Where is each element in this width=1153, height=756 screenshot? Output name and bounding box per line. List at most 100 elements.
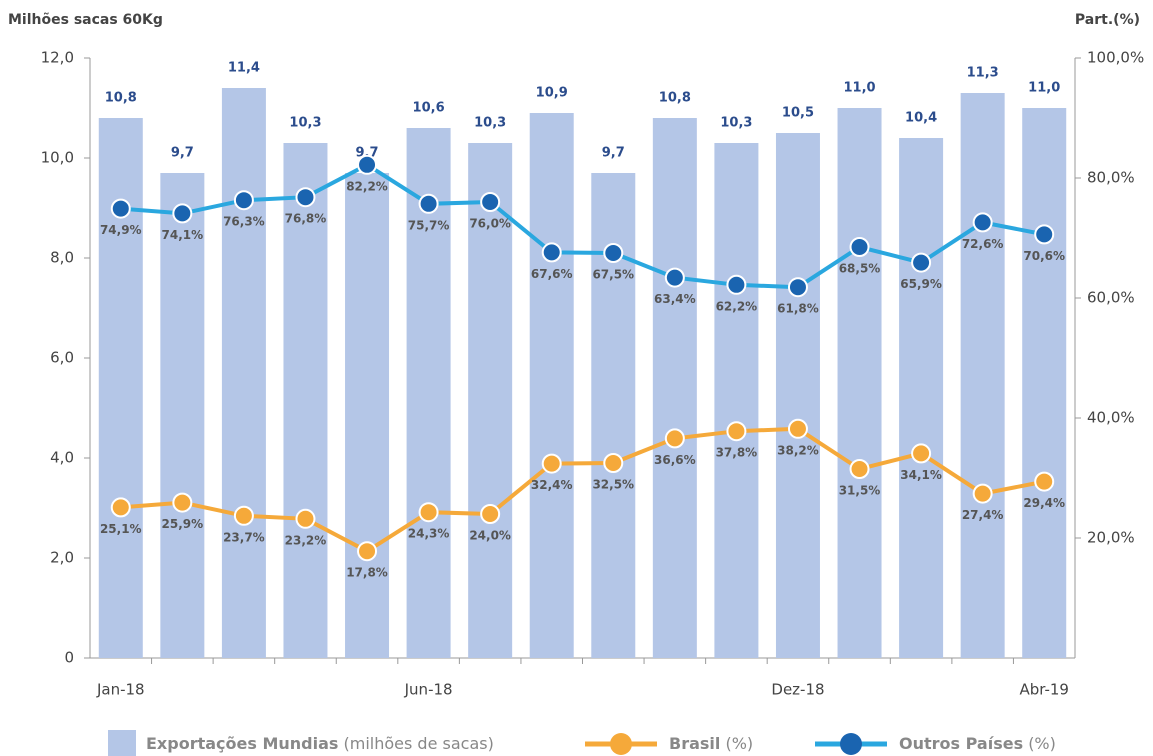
point-label: 74,1%	[162, 228, 204, 242]
marker	[172, 492, 193, 513]
y2-tick-label: 20,0%	[1087, 529, 1135, 547]
marker	[233, 190, 254, 211]
marker	[1034, 224, 1055, 245]
bar-label: 11,3	[967, 66, 999, 81]
bar-label: 10,3	[289, 116, 321, 131]
point-label: 31,5%	[839, 484, 881, 498]
bar-label: 10,6	[413, 101, 445, 116]
point-label: 74,9%	[100, 223, 142, 237]
bar	[714, 143, 759, 658]
legend-swatch	[108, 730, 136, 756]
y-tick-label: 10,0	[41, 149, 74, 167]
marker	[849, 459, 870, 479]
bar-label: 10,4	[905, 111, 937, 126]
marker	[541, 453, 562, 474]
point-label: 36,6%	[654, 453, 696, 467]
y2-tick-label: 80,0%	[1087, 169, 1135, 187]
marker	[603, 453, 624, 473]
bar	[1022, 108, 1067, 658]
point-label: 63,4%	[654, 292, 696, 306]
point-label: 70,6%	[1023, 249, 1065, 263]
bar-label: 10,8	[659, 91, 691, 106]
marker	[726, 421, 747, 442]
bar	[221, 88, 266, 658]
legend-label: Brasil (%)	[669, 734, 753, 753]
marker	[787, 418, 808, 439]
point-label: 72,6%	[962, 237, 1004, 251]
bar	[775, 133, 820, 658]
y2-tick-label: 40,0%	[1087, 409, 1135, 427]
y-tick-label: 0	[64, 649, 74, 667]
point-label: 61,8%	[777, 302, 819, 316]
point-label: 29,4%	[1023, 496, 1065, 510]
point-label: 23,2%	[285, 533, 327, 547]
marker	[110, 198, 131, 219]
point-label: 65,9%	[900, 277, 942, 291]
marker	[911, 443, 932, 464]
point-label: 75,7%	[408, 218, 450, 232]
bar	[160, 173, 205, 658]
marker	[664, 267, 685, 288]
y-axis-title: Milhões sacas 60Kg	[8, 12, 163, 28]
point-label: 67,5%	[592, 268, 634, 282]
point-label: 76,0%	[469, 217, 511, 231]
legend-name: Brasil	[669, 734, 720, 753]
point-label: 76,3%	[223, 215, 265, 229]
x-tick-label: Abr-19	[1019, 681, 1069, 699]
point-label: 25,9%	[162, 517, 204, 531]
y-tick-label: 8,0	[50, 249, 74, 267]
point-label: 67,6%	[531, 267, 573, 281]
point-label: 68,5%	[839, 262, 881, 276]
marker	[357, 541, 378, 562]
bar	[652, 118, 697, 658]
bar-label: 9,7	[171, 146, 194, 161]
legend-marker	[840, 733, 862, 755]
bar-label: 10,5	[782, 106, 814, 121]
marker	[1034, 471, 1055, 492]
point-label: 17,8%	[346, 566, 388, 580]
legend-marker	[610, 733, 632, 755]
marker	[972, 212, 993, 233]
point-label: 24,0%	[469, 529, 511, 543]
legend-label: Exportações Mundias (milhões de sacas)	[146, 734, 494, 753]
marker	[357, 154, 378, 175]
bar-label: 10,8	[105, 91, 137, 106]
y-tick-label: 12,0	[41, 49, 74, 67]
line	[120, 162, 1045, 290]
legend-note: (%)	[725, 734, 753, 753]
bar-label: 11,4	[228, 61, 260, 76]
marker	[418, 193, 439, 214]
legend-label: Outros Países (%)	[899, 734, 1056, 753]
point-label: 76,8%	[285, 212, 327, 226]
marker	[418, 502, 439, 523]
bar	[837, 108, 882, 658]
bar	[283, 143, 328, 658]
point-label: 32,5%	[592, 478, 634, 492]
legend-note: (milhões de sacas)	[344, 734, 494, 753]
marker	[480, 192, 501, 212]
bar	[899, 138, 944, 658]
marker	[295, 508, 316, 529]
legend-name: Outros Países	[899, 734, 1023, 753]
marker	[726, 274, 747, 295]
marker	[110, 497, 131, 518]
point-label: 25,1%	[100, 522, 142, 536]
marker	[603, 243, 624, 263]
point-label: 82,2%	[346, 179, 388, 193]
legend-name: Exportações Mundias	[146, 734, 338, 753]
marker	[295, 187, 316, 208]
bar	[345, 173, 390, 658]
x-tick-label: Jun-18	[404, 681, 453, 699]
point-label: 38,2%	[777, 443, 819, 457]
x-tick-label: Jan-18	[96, 681, 145, 699]
point-label: 23,7%	[223, 530, 265, 544]
point-label: 34,1%	[900, 468, 942, 482]
bar-label: 11,0	[843, 81, 875, 96]
marker	[664, 428, 685, 449]
y2-tick-label: 100,0%	[1087, 49, 1144, 67]
marker	[480, 504, 501, 524]
line	[120, 426, 1045, 554]
marker	[172, 203, 193, 224]
bar-label: 9,7	[602, 146, 625, 161]
